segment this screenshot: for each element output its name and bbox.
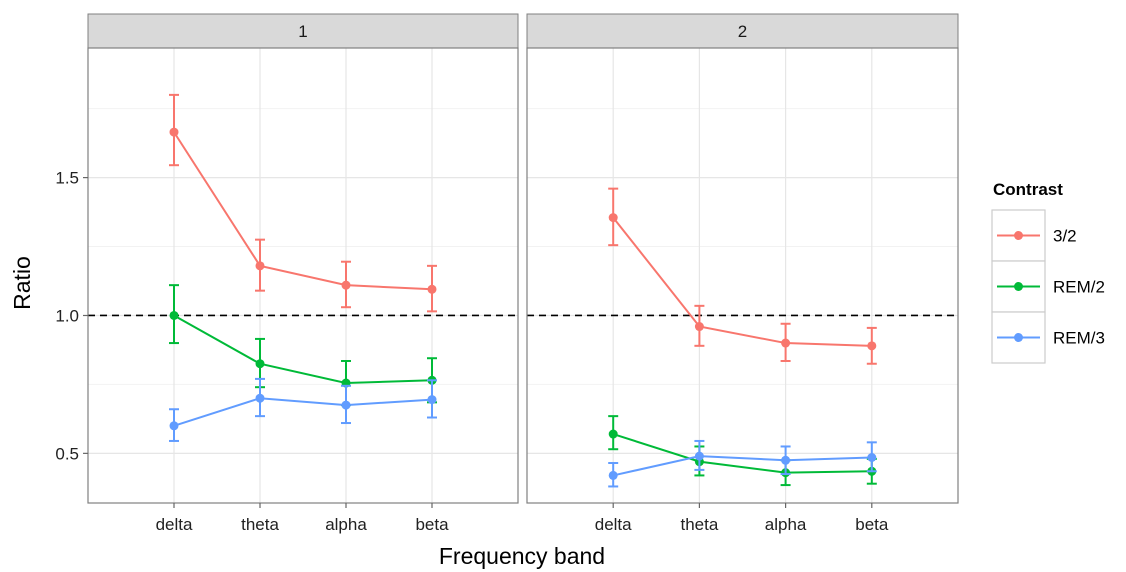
legend-item: 3/2 bbox=[991, 209, 1077, 262]
legend-label: REM/2 bbox=[1053, 278, 1105, 297]
panel-background bbox=[527, 48, 958, 503]
data-point bbox=[169, 310, 179, 320]
data-point bbox=[694, 322, 704, 332]
data-point bbox=[608, 429, 618, 439]
legend-key-point bbox=[1014, 231, 1023, 240]
facet-strip bbox=[87, 13, 519, 49]
x-tick-label: alpha bbox=[765, 515, 807, 534]
series-line bbox=[612, 455, 872, 477]
x-tick-label: delta bbox=[595, 515, 632, 534]
data-point bbox=[867, 341, 877, 351]
x-axis-title: Frequency band bbox=[439, 543, 605, 569]
series-3-2 bbox=[169, 93, 437, 313]
panel-border bbox=[87, 47, 519, 504]
data-point bbox=[608, 213, 618, 223]
data-point bbox=[341, 400, 351, 410]
legend-label: REM/3 bbox=[1053, 329, 1105, 348]
data-point bbox=[255, 393, 265, 403]
legend-label: 3/2 bbox=[1053, 227, 1077, 246]
series-3-2 bbox=[608, 187, 877, 365]
series-rem-3 bbox=[169, 377, 437, 442]
series-line bbox=[173, 131, 433, 291]
x-tick-label: beta bbox=[855, 515, 889, 534]
x-tick-label: beta bbox=[415, 515, 449, 534]
x-tick-label: alpha bbox=[325, 515, 367, 534]
legend-item: REM/2 bbox=[991, 260, 1105, 313]
data-point bbox=[608, 470, 618, 480]
data-point bbox=[255, 359, 265, 369]
series-line bbox=[612, 433, 872, 474]
panel-border bbox=[526, 47, 959, 504]
x-tick-label: delta bbox=[156, 515, 193, 534]
y-tick-label: 1.5 bbox=[55, 169, 79, 188]
data-point bbox=[427, 284, 437, 294]
y-tick-label: 1.0 bbox=[55, 306, 79, 325]
x-tick-label: theta bbox=[680, 515, 718, 534]
data-point bbox=[781, 455, 791, 465]
legend-key-point bbox=[1014, 282, 1023, 291]
legend-item: REM/3 bbox=[991, 311, 1105, 364]
x-tick-label: theta bbox=[241, 515, 279, 534]
facet-strip-label: 1 bbox=[298, 22, 307, 41]
y-axis-title: Ratio bbox=[9, 256, 35, 310]
data-point bbox=[341, 280, 351, 290]
series-rem-3 bbox=[608, 439, 877, 488]
data-point bbox=[427, 395, 437, 405]
data-point bbox=[781, 338, 791, 348]
facet-strip bbox=[526, 13, 959, 49]
data-point bbox=[255, 261, 265, 271]
series-line bbox=[612, 216, 872, 347]
series-line bbox=[173, 314, 433, 385]
y-tick-label: 0.5 bbox=[55, 444, 79, 463]
legend-title: Contrast bbox=[993, 180, 1063, 199]
facet-panel-1: 1 bbox=[87, 13, 519, 504]
x-axis: delta theta alpha beta delta theta alpha beta bbox=[156, 503, 889, 534]
legend: Contrast 3/2 REM/2 REM/3 bbox=[991, 180, 1105, 364]
data-point bbox=[169, 127, 179, 137]
data-point bbox=[867, 453, 877, 462]
data-point bbox=[169, 421, 179, 431]
facet-strip-label: 2 bbox=[738, 22, 747, 41]
series-line bbox=[173, 397, 433, 427]
facet-panel-2: 2 bbox=[526, 13, 959, 504]
y-axis: 0.5 1.0 1.5 bbox=[55, 169, 88, 463]
legend-key-point bbox=[1014, 333, 1023, 342]
data-point bbox=[694, 451, 704, 461]
